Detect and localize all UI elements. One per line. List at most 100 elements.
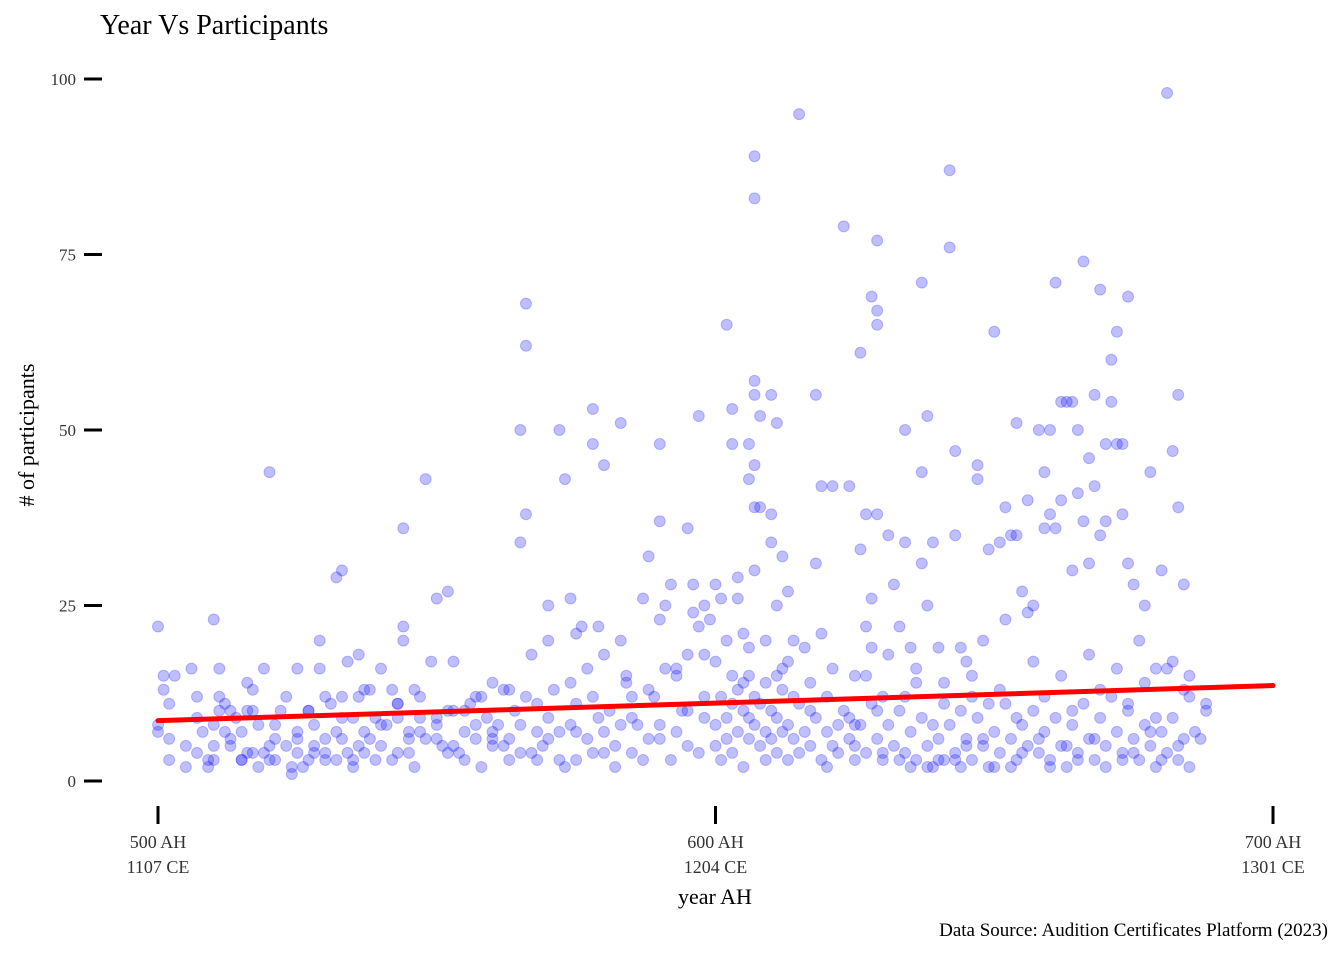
data-point	[525, 746, 538, 759]
data-point	[207, 753, 220, 766]
data-point	[781, 718, 794, 731]
x-tick-label-ce: 1301 CE	[1241, 857, 1305, 877]
data-point	[854, 346, 867, 359]
data-point	[1010, 529, 1023, 542]
data-point	[302, 753, 315, 766]
data-point	[191, 690, 204, 703]
data-point	[324, 697, 337, 710]
data-point	[731, 725, 744, 738]
data-point	[977, 732, 990, 745]
data-point	[1133, 634, 1146, 647]
data-point	[999, 697, 1012, 710]
data-point	[352, 690, 365, 703]
data-point	[1110, 725, 1123, 738]
data-point	[1144, 725, 1157, 738]
data-point	[854, 543, 867, 556]
data-point	[960, 655, 973, 668]
data-point	[191, 746, 204, 759]
data-point	[1049, 522, 1062, 535]
data-point	[335, 564, 348, 577]
data-point	[1055, 739, 1068, 752]
data-point	[971, 711, 984, 724]
data-point	[720, 711, 733, 724]
data-point	[1088, 480, 1101, 493]
data-point	[781, 585, 794, 598]
data-point	[547, 683, 560, 696]
data-point	[949, 753, 962, 766]
data-point	[765, 508, 778, 521]
data-point	[296, 760, 309, 773]
data-point	[787, 634, 800, 647]
data-point	[1127, 746, 1140, 759]
data-point	[887, 578, 900, 591]
data-point	[168, 669, 181, 682]
data-point	[754, 739, 767, 752]
data-point	[1027, 599, 1040, 612]
data-point	[910, 676, 923, 689]
data-point	[408, 760, 421, 773]
data-point	[614, 416, 627, 429]
data-point	[809, 557, 822, 570]
data-point	[308, 718, 321, 731]
data-point	[1183, 760, 1196, 773]
data-point	[469, 718, 482, 731]
data-point	[776, 550, 789, 563]
data-point	[441, 585, 454, 598]
data-point	[1105, 395, 1118, 408]
data-point	[843, 732, 856, 745]
data-point	[397, 634, 410, 647]
data-point	[408, 683, 421, 696]
data-point	[731, 571, 744, 584]
data-point	[1038, 725, 1051, 738]
data-point	[542, 711, 555, 724]
data-point	[988, 725, 1001, 738]
data-point	[999, 501, 1012, 514]
data-point	[397, 620, 410, 633]
data-point	[809, 388, 822, 401]
data-point	[609, 760, 622, 773]
data-point	[1083, 452, 1096, 465]
data-point	[475, 760, 488, 773]
data-point	[765, 704, 778, 717]
data-point	[375, 739, 387, 752]
data-point	[257, 746, 270, 759]
data-point	[826, 480, 839, 493]
data-point	[776, 725, 789, 738]
data-point	[681, 704, 694, 717]
data-point	[1004, 760, 1017, 773]
data-point	[871, 318, 884, 331]
data-point	[765, 388, 778, 401]
data-point	[921, 409, 934, 422]
data-point	[263, 739, 276, 752]
data-point	[921, 599, 934, 612]
data-point	[152, 620, 164, 633]
data-point	[486, 739, 499, 752]
x-tick-label-ce: 1204 CE	[684, 857, 748, 877]
data-point	[531, 725, 544, 738]
data-point	[1188, 725, 1201, 738]
data-point	[280, 739, 293, 752]
data-point	[1099, 739, 1112, 752]
data-point	[581, 732, 594, 745]
data-point	[670, 669, 683, 682]
y-tick-label: 50	[59, 421, 76, 440]
data-point	[754, 409, 767, 422]
data-point	[503, 732, 516, 745]
data-point	[241, 746, 254, 759]
data-point	[486, 676, 499, 689]
data-point	[558, 760, 571, 773]
data-point	[737, 704, 750, 717]
data-point	[748, 374, 761, 387]
data-point	[1066, 395, 1079, 408]
data-point	[748, 150, 761, 163]
data-point	[798, 641, 811, 654]
y-tick-label: 100	[51, 70, 77, 89]
data-point	[742, 473, 755, 486]
data-point	[514, 746, 527, 759]
data-point	[1066, 704, 1079, 717]
data-point	[642, 732, 655, 745]
data-point	[860, 669, 873, 682]
data-point	[871, 234, 884, 247]
data-point	[659, 599, 672, 612]
data-point	[737, 627, 750, 640]
